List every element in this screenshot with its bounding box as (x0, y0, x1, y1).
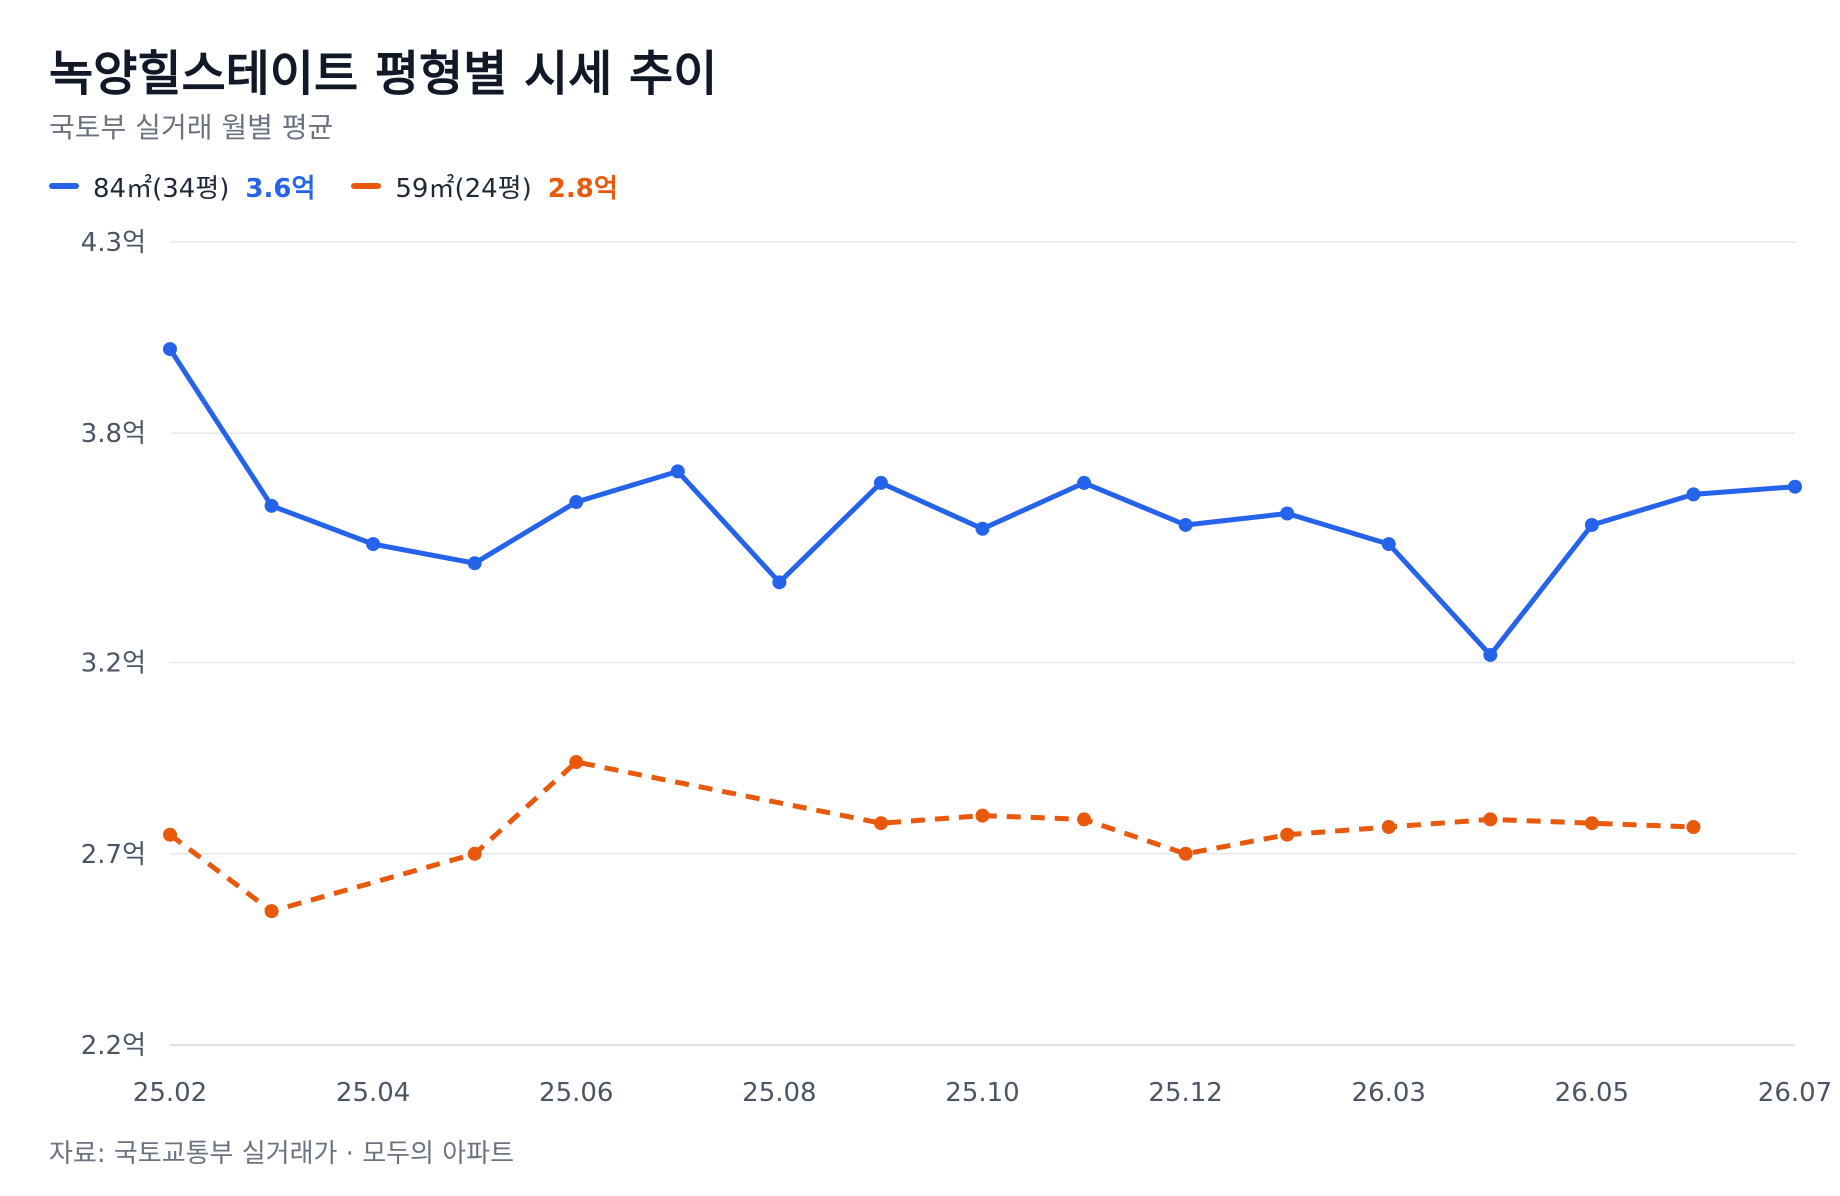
series-line-0 (167, 346, 1798, 658)
y-tick-label: 2.2억 (81, 1031, 146, 1061)
data-point[interactable] (467, 846, 482, 861)
data-point[interactable] (163, 827, 177, 842)
x-tick-label: 25.10 (945, 1078, 1019, 1108)
y-axis: 2.2억 2.7억 3.2억 3.8억 4.3억 (81, 228, 146, 1061)
x-axis: 25.02 25.04 25.06 25.08 25.10 25.12 26.03 26.05… (133, 1078, 1832, 1108)
data-point[interactable] (873, 816, 888, 831)
data-point[interactable] (1584, 816, 1599, 831)
source-note: 자료: 국토교통부 실거래가 · 모두의 아파트 (49, 1139, 514, 1169)
legend-value-84: 3.6억 (245, 173, 316, 204)
y-tick-label: 4.3억 (81, 228, 146, 258)
data-point[interactable] (1686, 820, 1701, 835)
data-point[interactable] (1381, 537, 1396, 552)
data-point[interactable] (873, 475, 888, 490)
legend-label-84: 84㎡(34평) (93, 173, 230, 204)
data-point[interactable] (163, 342, 177, 357)
x-tick-label: 25.02 (133, 1078, 207, 1108)
chart-subtitle: 국토부 실거래 월별 평균 (49, 111, 334, 144)
data-point[interactable] (975, 808, 990, 823)
y-tick-label: 3.8억 (81, 419, 146, 449)
chart-title: 녹양힐스테이트 평형별 시세 추이 (49, 46, 718, 102)
data-point[interactable] (1280, 506, 1295, 521)
x-tick-label: 25.12 (1148, 1078, 1222, 1108)
legend-swatch-59 (351, 183, 382, 189)
x-tick-label: 26.03 (1352, 1078, 1426, 1108)
data-point[interactable] (1077, 475, 1092, 490)
y-tick-label: 3.2억 (81, 649, 146, 679)
y-tick-label: 2.7억 (81, 840, 146, 870)
line-chart: 2.2억2.7억3.2억3.8억4.3억 25.02 25.04 25.06 25.0… (81, 228, 1833, 1108)
data-point[interactable] (1483, 812, 1498, 827)
data-point[interactable] (1483, 647, 1498, 662)
data-point[interactable] (569, 495, 584, 510)
legend: 84㎡(34평) 3.6억 59㎡(24평) 2.8억 (49, 168, 654, 204)
data-point[interactable] (975, 521, 990, 536)
data-point[interactable] (1280, 827, 1295, 842)
data-point[interactable] (1686, 487, 1701, 502)
x-tick-label: 25.08 (742, 1078, 816, 1108)
legend-item-84[interactable]: 84㎡(34평) 3.6억 (49, 168, 315, 205)
data-point[interactable] (264, 904, 279, 919)
data-point[interactable] (1178, 846, 1193, 861)
data-point[interactable] (1788, 479, 1802, 494)
series-line-1 (168, 759, 1694, 914)
data-point[interactable] (1584, 517, 1599, 532)
legend-item-59[interactable]: 59㎡(24평) 2.8억 (351, 168, 618, 205)
x-tick-label: 25.04 (336, 1078, 410, 1108)
legend-label-59: 59㎡(24평) (395, 173, 532, 204)
data-point[interactable] (264, 498, 279, 513)
data-point[interactable] (366, 537, 381, 552)
data-point[interactable] (569, 755, 584, 770)
data-point[interactable] (1178, 517, 1193, 532)
data-point[interactable] (772, 575, 787, 590)
legend-swatch-84 (49, 183, 79, 189)
x-tick-label: 26.05 (1555, 1078, 1629, 1108)
data-point[interactable] (1381, 820, 1396, 835)
data-point[interactable] (670, 464, 685, 479)
x-tick-label: 26.07 (1758, 1078, 1832, 1108)
grid-layer (170, 241, 1795, 1046)
data-point[interactable] (1077, 812, 1092, 827)
x-tick-label: 25.06 (539, 1078, 613, 1108)
legend-value-59: 2.8억 (547, 173, 618, 204)
series-layer (163, 342, 1802, 919)
data-point[interactable] (467, 556, 482, 571)
